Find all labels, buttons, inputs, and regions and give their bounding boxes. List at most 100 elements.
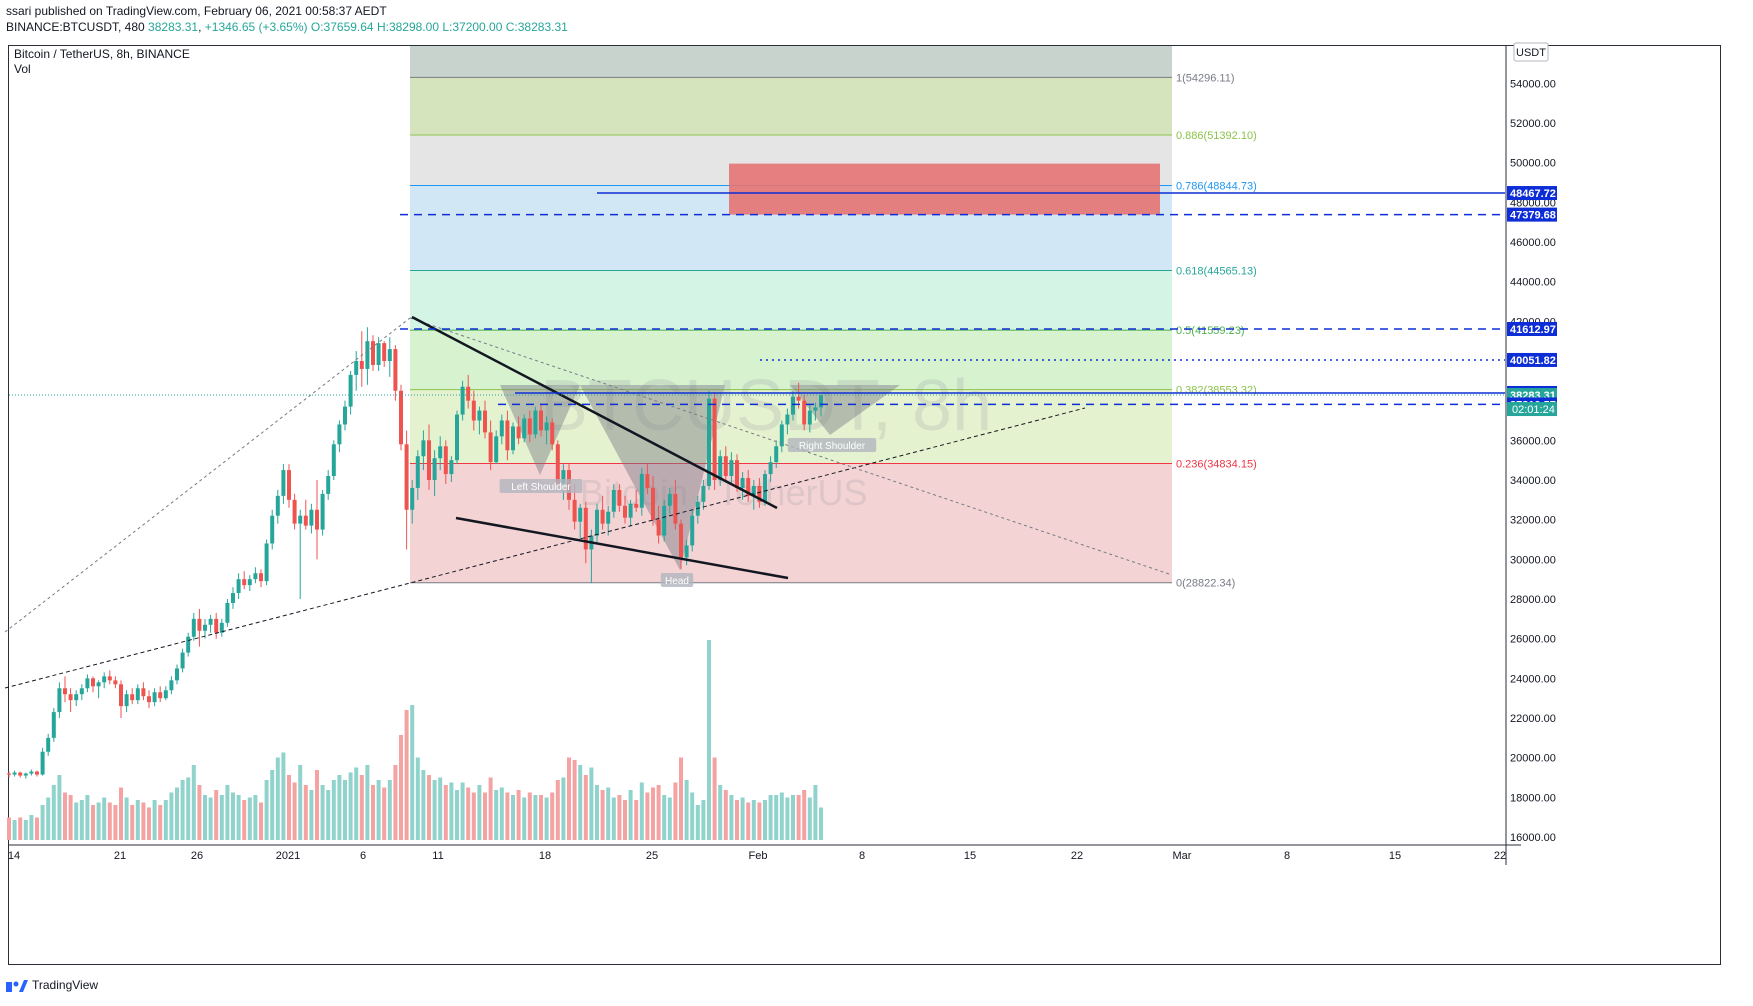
candle-body xyxy=(113,680,118,685)
fib-label: 0(28822.34) xyxy=(1176,578,1235,590)
candle-body xyxy=(203,624,207,631)
candle-body xyxy=(163,690,168,699)
candle-body xyxy=(779,424,784,447)
volume-bar xyxy=(578,765,583,840)
candle-body xyxy=(404,444,409,510)
open-value: O:37659.64 xyxy=(310,20,374,34)
fib-label: 0.786(48844.73) xyxy=(1176,181,1257,193)
candle-body xyxy=(175,668,179,681)
candle-body xyxy=(147,696,151,703)
candle-body xyxy=(438,446,443,459)
x-tick-label: 15 xyxy=(1389,850,1401,862)
candle-body xyxy=(718,456,723,480)
volume-bar xyxy=(393,765,398,840)
candle-body xyxy=(169,680,174,691)
candle-body xyxy=(141,688,146,697)
candle-body xyxy=(746,478,751,496)
volume-bar xyxy=(561,777,566,840)
y-tick-label: 22000.00 xyxy=(1510,713,1556,725)
candle-body xyxy=(376,343,381,365)
y-tick-label: 26000.00 xyxy=(1510,634,1556,646)
price-tag: 40051.82 xyxy=(1510,355,1556,367)
x-tick-label: 8 xyxy=(1284,850,1290,862)
candle-body xyxy=(382,343,387,361)
volume-bar xyxy=(387,780,392,840)
volume-bar xyxy=(763,800,767,840)
candle-body xyxy=(259,573,263,582)
candle-body xyxy=(673,493,678,524)
x-tick-label: 6 xyxy=(360,850,366,862)
y-tick-label: 54000.00 xyxy=(1510,78,1556,90)
volume-bar xyxy=(483,792,487,840)
volume-bar xyxy=(57,775,62,840)
candle-body xyxy=(449,460,454,475)
wedge-lower-line xyxy=(455,516,789,580)
y-tick-label: 34000.00 xyxy=(1510,475,1556,487)
volume-bar xyxy=(96,802,101,840)
candle-body xyxy=(667,493,672,506)
x-tick-label: 18 xyxy=(539,850,551,862)
candle-body xyxy=(712,398,717,480)
candle-body xyxy=(275,495,280,516)
x-tick-label: 14 xyxy=(8,850,20,862)
long-term-support-line xyxy=(4,407,1086,689)
volume-bar xyxy=(320,785,325,840)
volume-bar xyxy=(712,757,717,840)
volume-bar xyxy=(253,795,258,840)
pattern-labels: Left Shoulder Head Right Shoulder xyxy=(499,438,877,587)
candle-body xyxy=(684,545,689,558)
volume-bar xyxy=(12,820,17,840)
x-tick-label: 26 xyxy=(191,850,203,862)
volume-bar xyxy=(774,795,779,840)
volume-bar xyxy=(124,797,129,840)
candle-body xyxy=(522,418,527,439)
volume-bar xyxy=(141,802,146,840)
volume-bar xyxy=(639,782,644,840)
last-price: 38283.31 xyxy=(148,20,199,34)
candle-body xyxy=(315,509,319,530)
volume-bar xyxy=(169,792,174,840)
symbol-ohlc-line: BINANCE:BTCUSDT, 480 38283.31, +1346.65 … xyxy=(6,20,568,34)
candle-body xyxy=(483,410,487,433)
candle-body xyxy=(460,386,465,415)
volume-bar xyxy=(684,780,689,840)
candle-body xyxy=(359,360,364,369)
volume-bar xyxy=(488,777,493,840)
x-tick-label: 8 xyxy=(859,850,865,862)
candle-body xyxy=(611,489,616,512)
volume-bar xyxy=(611,797,616,840)
symbol-line-prefix: BINANCE:BTCUSDT, 480 xyxy=(6,20,145,34)
close-value: C:38283.31 xyxy=(505,20,568,34)
volume-bar xyxy=(163,800,168,840)
chart-frame[interactable] xyxy=(8,45,1721,965)
volume-bar xyxy=(7,817,11,840)
x-tick-label: 2021 xyxy=(276,850,300,862)
y-tick-label: 36000.00 xyxy=(1510,435,1556,447)
volume-bar xyxy=(449,782,454,840)
price-tag: 48467.72 xyxy=(1510,188,1556,200)
candle-body xyxy=(79,688,84,695)
volume-bar xyxy=(813,785,818,840)
candle-body xyxy=(107,676,112,681)
candle-body xyxy=(768,462,773,475)
volume-bar xyxy=(656,785,661,840)
volume-bar xyxy=(359,775,364,840)
volume-bar xyxy=(522,797,527,840)
right-shoulder-label: Right Shoulder xyxy=(799,441,866,452)
candle-body xyxy=(186,636,191,653)
candle-body xyxy=(348,374,353,407)
volume-bar xyxy=(729,795,734,840)
volume-bar xyxy=(667,797,672,840)
volume-bar xyxy=(544,797,549,840)
volume-bar xyxy=(499,787,504,840)
x-tick-label: 22 xyxy=(1494,850,1506,862)
candle-body xyxy=(550,422,555,445)
candle-body xyxy=(303,515,308,526)
volume-bar xyxy=(113,805,118,840)
candle-body xyxy=(365,341,370,369)
x-tick-label: 25 xyxy=(646,850,658,862)
candle-body xyxy=(326,476,331,494)
volume-bar xyxy=(701,800,706,840)
volume-bar xyxy=(819,807,823,840)
